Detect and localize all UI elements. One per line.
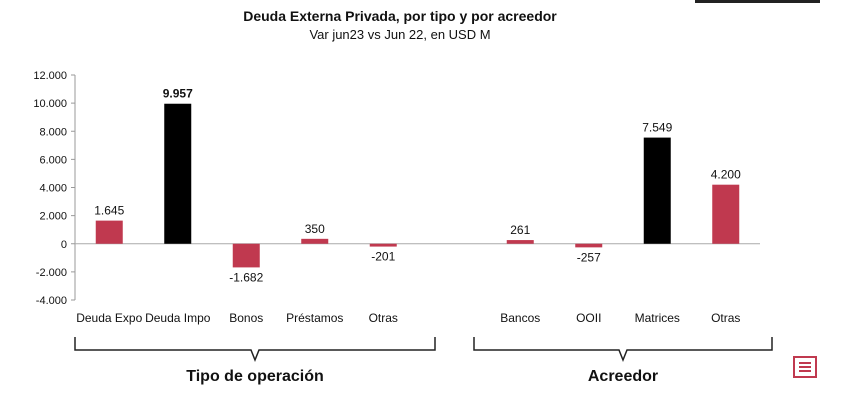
bar-ooii — [575, 243, 603, 248]
bar-otras — [712, 184, 740, 244]
category-label: Préstamos — [286, 311, 343, 325]
bar-matrices — [643, 137, 671, 244]
bar-deuda-impo — [164, 103, 192, 244]
category-label: Deuda Expo — [76, 311, 142, 325]
bar-deuda-expo — [95, 220, 123, 244]
y-tick-label: -4.000 — [36, 295, 67, 307]
data-label: 4.200 — [711, 168, 741, 182]
bar-otras — [369, 243, 397, 247]
document-icon[interactable] — [793, 356, 817, 378]
data-label: -257 — [577, 250, 601, 264]
top-decoration — [695, 0, 820, 3]
y-tick-label: 2.000 — [39, 211, 67, 223]
bar-bonos — [232, 243, 260, 268]
category-label: Matrices — [635, 311, 680, 325]
category-label: Bonos — [229, 311, 263, 325]
group-label-tipo: Tipo de operación — [186, 368, 324, 385]
category-label: Bancos — [500, 311, 540, 325]
chart-subtitle: Var jun23 vs Jun 22, en USD M — [309, 27, 491, 42]
data-label: -1.682 — [229, 270, 263, 284]
data-label: 9.957 — [163, 87, 193, 101]
category-label: Deuda Impo — [145, 311, 211, 325]
y-tick-label: -2.000 — [36, 267, 67, 279]
y-tick-label: 10.000 — [33, 98, 67, 110]
group-brace-acreedor — [473, 337, 773, 363]
y-tick-label: 6.000 — [39, 154, 67, 166]
data-label: 1.645 — [94, 204, 124, 218]
y-tick-label: 0 — [61, 239, 67, 251]
group-label-acreedor: Acreedor — [587, 368, 659, 385]
category-label: Otras — [711, 311, 740, 325]
chart-title: Deuda Externa Privada, por tipo y por ac… — [243, 8, 557, 24]
data-label: 7.549 — [642, 121, 672, 135]
y-tick-label: 12.000 — [33, 70, 67, 82]
category-label: OOII — [576, 311, 601, 325]
y-tick-label: 4.000 — [39, 183, 67, 195]
data-label: 261 — [510, 223, 530, 237]
bar-bancos — [506, 240, 534, 244]
y-tick-label: 8.000 — [39, 126, 67, 138]
data-label: -201 — [371, 250, 395, 264]
category-label: Otras — [369, 311, 398, 325]
bar-pr-stamos — [301, 238, 329, 244]
data-label: 350 — [305, 222, 325, 236]
group-brace-tipo — [74, 337, 436, 363]
